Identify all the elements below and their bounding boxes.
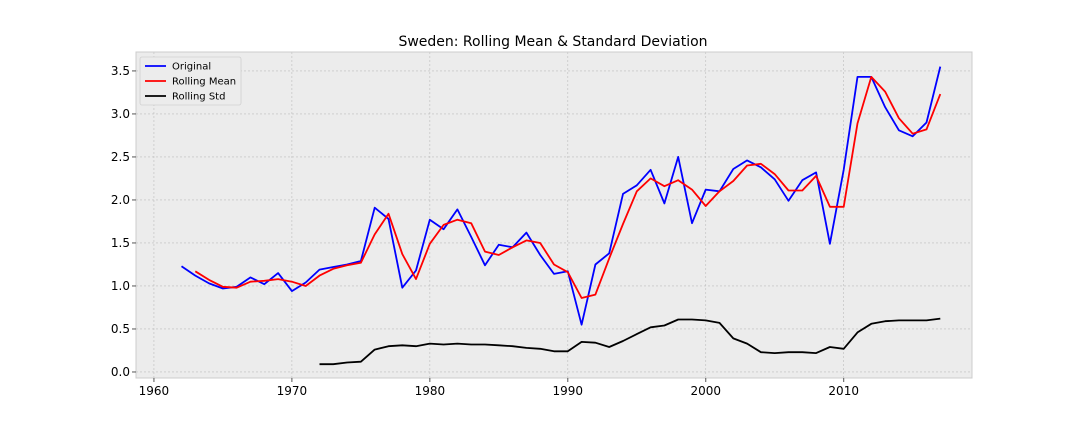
y-tick-label: 0.0 xyxy=(111,365,130,379)
series-line-rolling-std xyxy=(319,317,941,366)
series-line-rolling-mean xyxy=(194,76,942,299)
plot-frame xyxy=(135,51,973,379)
y-tick-label: 1.0 xyxy=(111,279,130,293)
legend-box xyxy=(139,56,242,106)
plot-background xyxy=(136,52,972,378)
legend: Original Rolling Mean Rolling Std xyxy=(139,56,242,106)
x-tick-label: 2010 xyxy=(828,384,859,398)
chart-title: Sweden: Rolling Mean & Standard Deviatio… xyxy=(398,34,707,50)
y-tick-label: 2.5 xyxy=(111,150,130,164)
x-tick-label: 1980 xyxy=(415,384,446,398)
y-tick-label: 3.5 xyxy=(111,64,130,78)
x-tick-label: 1990 xyxy=(553,384,584,398)
y-tick-label: 3.0 xyxy=(111,107,130,121)
x-tick-label: 2000 xyxy=(690,384,721,398)
x-tick-label: 1960 xyxy=(139,384,170,398)
series-line-original xyxy=(180,66,942,326)
legend-label: Rolling Mean xyxy=(172,77,236,88)
plot-area: 1960 1970 1980 1990 2000 2010 0.0 0.5 1.0 1.5 2.0 2… xyxy=(111,51,973,398)
y-tick-label: 0.5 xyxy=(111,322,130,336)
y-tick-label: 1.5 xyxy=(111,236,130,250)
legend-label: Rolling Std xyxy=(172,92,225,103)
y-tick-label: 2.0 xyxy=(111,193,130,207)
legend-label: Original xyxy=(172,62,211,73)
x-tick-label: 1970 xyxy=(277,384,308,398)
